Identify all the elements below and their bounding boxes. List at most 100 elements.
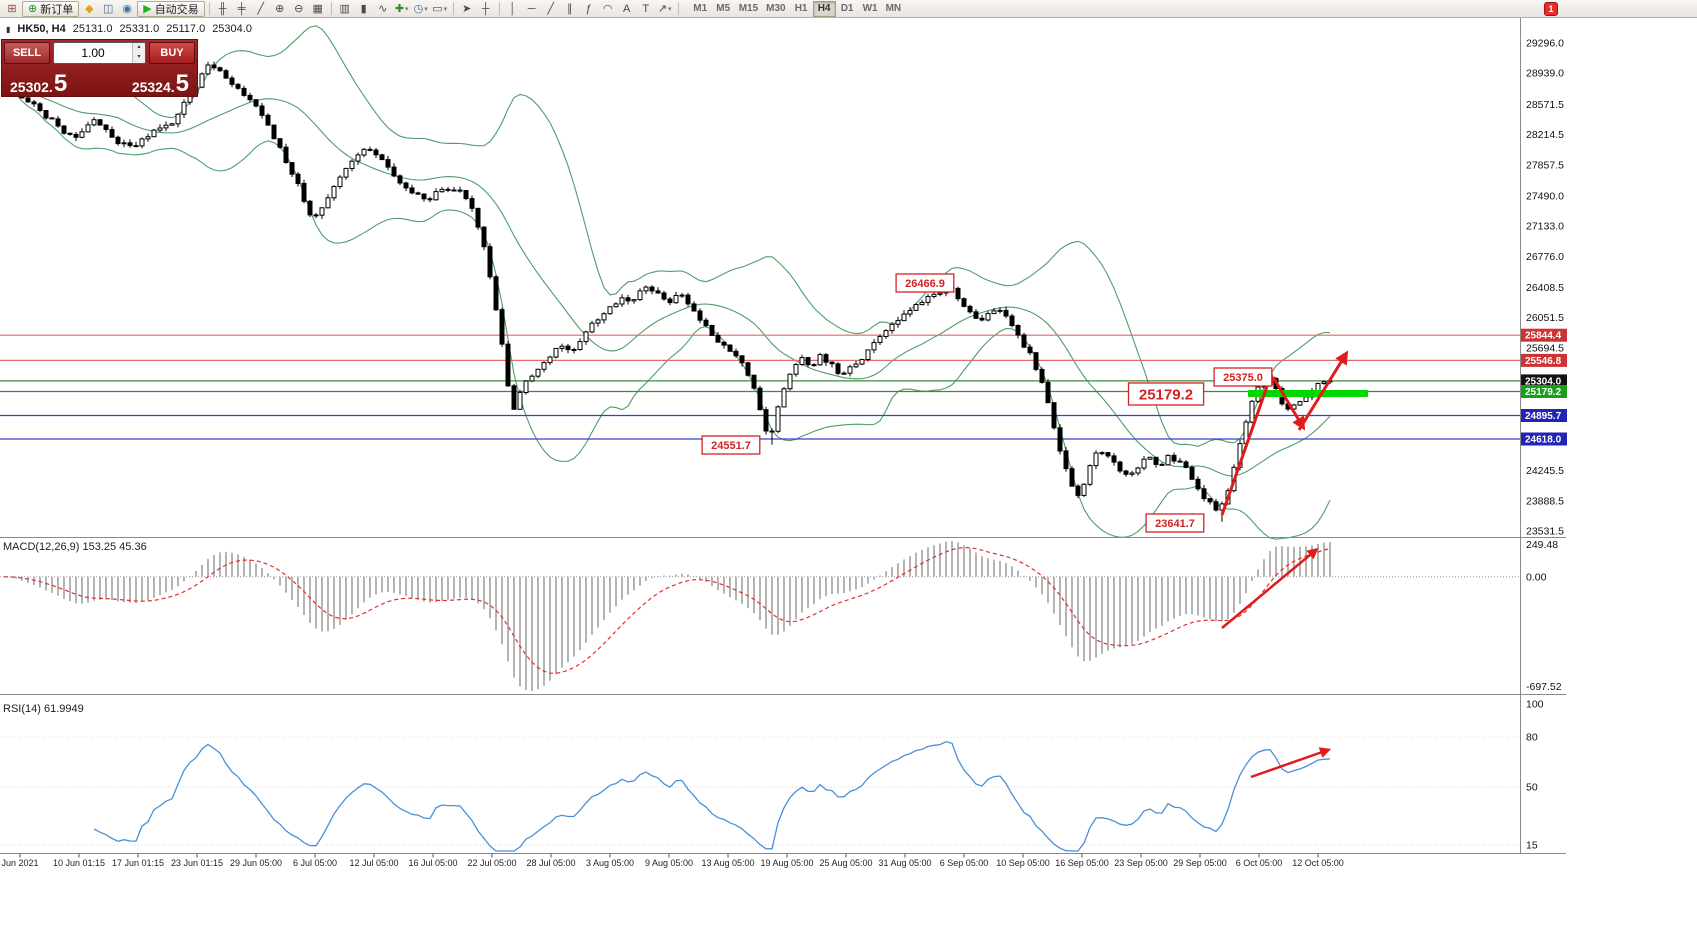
rsi-trend-arrow[interactable] <box>1250 747 1332 779</box>
ellipse-icon[interactable]: ◠ <box>599 1 617 17</box>
svg-text:25546.8: 25546.8 <box>1525 356 1562 367</box>
bar-step-in-icon[interactable]: ╫ <box>214 1 232 17</box>
timeframe-m15[interactable]: M15 <box>738 3 759 14</box>
trend-arrows[interactable] <box>1220 350 1349 779</box>
bar-chart-icon[interactable]: ▥ <box>336 1 354 17</box>
timeframe-d1[interactable]: D1 <box>840 3 854 14</box>
sounds-icon-glyph: ◉ <box>122 3 133 15</box>
timeframe-w1[interactable]: W1 <box>862 3 878 14</box>
svg-text:25179.2: 25179.2 <box>1525 387 1562 398</box>
svg-text:25 Aug 05:00: 25 Aug 05:00 <box>819 858 872 868</box>
price-label-box[interactable] <box>1145 513 1205 533</box>
zoom-out-icon[interactable]: ⊖ <box>290 1 308 17</box>
cursor-icon-glyph: ➤ <box>462 3 472 15</box>
favorites-icon[interactable]: ◆ <box>80 1 98 17</box>
volume-down-arrow[interactable]: ▾ <box>133 53 145 63</box>
equidistant-channel-icon[interactable]: ∥ <box>561 1 579 17</box>
arrows-tool-icon[interactable]: ↗ ▾ <box>656 1 674 17</box>
fibonacci-icon[interactable]: ƒ <box>580 1 598 17</box>
crosshair-icon-glyph: ┼ <box>481 2 490 15</box>
svg-text:24618.0: 24618.0 <box>1525 435 1562 446</box>
svg-text:-697.52: -697.52 <box>1526 681 1562 693</box>
horizontal-line-icon[interactable]: ─ <box>523 1 541 17</box>
cursor-icon[interactable]: ➤ <box>458 1 476 17</box>
support-zone-highlight[interactable] <box>1248 390 1368 397</box>
svg-text:26466.9: 26466.9 <box>905 278 945 290</box>
toolbar-separator <box>208 2 210 15</box>
macd-trend-arrow[interactable] <box>1221 547 1319 629</box>
price-label-box[interactable] <box>1213 367 1273 387</box>
volume-spinners: ▴ ▾ <box>132 43 145 63</box>
autotrade-button[interactable]: ▶ 自动交易 <box>137 0 205 17</box>
buy-button[interactable]: BUY <box>149 42 195 64</box>
templates-icon[interactable]: ▭ ▾ <box>431 1 449 17</box>
line-chart-icon-glyph: ∿ <box>378 3 388 15</box>
zoom-in-icon[interactable]: ⊕ <box>271 1 289 17</box>
zoom-out-icon-glyph: ⊖ <box>294 3 304 15</box>
svg-text:26408.5: 26408.5 <box>1526 282 1564 294</box>
svg-text:24895.7: 24895.7 <box>1525 411 1562 422</box>
bar-step-out-icon[interactable]: ╪ <box>233 1 251 17</box>
open-value: 25131.0 <box>72 23 113 35</box>
tile-windows-icon[interactable]: ▦ <box>309 1 327 17</box>
new-chart-icon[interactable]: ⊞ <box>3 1 21 17</box>
docking-icon-glyph: ╱ <box>257 3 264 15</box>
svg-text:25844.4: 25844.4 <box>1525 331 1562 342</box>
new-order-button[interactable]: ⊕ 新订单 <box>22 0 80 17</box>
buy-price[interactable]: 25324. 5 <box>131 70 189 97</box>
timeframe-h1[interactable]: H1 <box>794 3 808 14</box>
market-watch-icon[interactable]: ◫ <box>99 1 117 17</box>
svg-text:27490.0: 27490.0 <box>1526 190 1564 202</box>
docking-icon[interactable]: ╱ <box>252 1 270 17</box>
sell-button[interactable]: SELL <box>4 42 50 64</box>
line-chart-icon[interactable]: ∿ <box>374 1 392 17</box>
svg-text:23641.7: 23641.7 <box>1155 518 1195 530</box>
price-label-box[interactable] <box>895 273 955 293</box>
candlestick-chart-icon[interactable]: ▮ <box>355 1 373 17</box>
arrows-tool-icon-dropdown-icon[interactable]: ▾ <box>668 5 672 13</box>
volume-value[interactable]: 1.00 <box>81 46 105 60</box>
notification-badge[interactable]: 1 <box>1544 2 1558 16</box>
svg-text:100: 100 <box>1526 699 1544 711</box>
low-value: 25117.0 <box>166 23 206 35</box>
sounds-icon[interactable]: ◉ <box>118 1 136 17</box>
quote-prices: 25302. 5 25324. 5 <box>4 64 195 97</box>
svg-text:249.48: 249.48 <box>1526 539 1558 551</box>
price-label-box[interactable] <box>701 435 761 455</box>
text-icon[interactable]: A <box>618 1 636 17</box>
bollinger-bands <box>3 25 1331 540</box>
sell-price[interactable]: 25302. 5 <box>10 70 68 97</box>
svg-text:29 Sep 05:00: 29 Sep 05:00 <box>1173 858 1227 868</box>
macd-label: MACD(12,26,9) 153.25 45.36 <box>3 541 147 553</box>
add-indicator-icon-dropdown-icon[interactable]: ▾ <box>405 5 409 13</box>
price-label-box[interactable] <box>1127 382 1205 406</box>
high-value: 25331.0 <box>119 23 160 35</box>
zoom-in-icon-glyph: ⊕ <box>275 3 285 15</box>
periodicity-icon-dropdown-icon[interactable]: ▾ <box>424 5 428 13</box>
text-label-icon[interactable]: T <box>637 1 655 17</box>
trendline-icon[interactable]: ╱ <box>542 1 560 17</box>
arrows-tool-icon-glyph: ↗ <box>657 3 668 15</box>
price-label-boxes[interactable]: 26466.9 25375.0 25179.2 24551.7 23641.7 <box>701 273 1273 533</box>
timeframe-h4[interactable]: H4 <box>812 0 836 17</box>
svg-text:25179.2: 25179.2 <box>1139 386 1193 403</box>
timeframe-m30[interactable]: M30 <box>766 3 786 14</box>
vertical-line-icon[interactable]: │ <box>504 1 522 17</box>
timeframe-m5[interactable]: M5 <box>716 3 731 14</box>
candlestick-series <box>1 61 1333 522</box>
templates-icon-dropdown-icon[interactable]: ▾ <box>443 5 448 13</box>
crosshair-icon[interactable]: ┼ <box>477 1 495 17</box>
volume-stepper[interactable]: 1.00 ▴ ▾ <box>53 42 146 64</box>
periodicity-icon[interactable]: ◷ ▾ <box>412 1 430 17</box>
new-order-button-label: 新订单 <box>40 3 74 16</box>
volume-up-arrow[interactable]: ▴ <box>133 43 145 53</box>
add-indicator-icon[interactable]: ✚ ▾ <box>393 1 411 17</box>
timeframe-m1[interactable]: M1 <box>693 3 708 14</box>
panel-separators[interactable] <box>0 537 1566 854</box>
timeframe-mn[interactable]: MN <box>885 3 902 14</box>
vertical-line-icon-glyph: │ <box>509 2 517 15</box>
svg-text:27133.0: 27133.0 <box>1526 221 1564 233</box>
svg-text:16 Sep 05:00: 16 Sep 05:00 <box>1055 858 1109 868</box>
